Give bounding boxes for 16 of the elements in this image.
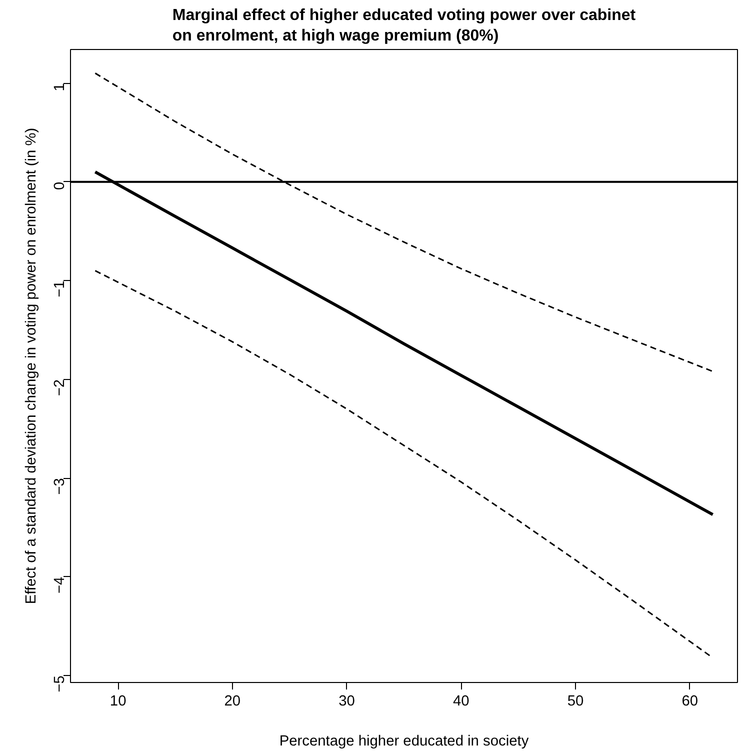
x-tick-label: 60: [682, 694, 698, 710]
y-tick-label: 1: [52, 83, 68, 92]
x-tick-label: 10: [110, 694, 126, 710]
x-tick-label: 20: [224, 694, 241, 710]
x-tick-label: 30: [338, 694, 355, 710]
y-tick-label: 0: [52, 182, 68, 190]
y-tick-label: −4: [52, 576, 68, 594]
y-tick-label: −2: [52, 379, 68, 396]
x-tick-label: 50: [567, 694, 584, 710]
y-tick-label: −1: [52, 280, 68, 298]
x-axis-title: Percentage higher educated in society: [279, 734, 530, 750]
y-axis-title: Effect of a standard deviation change in voting power on enrolment (in %): [24, 128, 40, 604]
x-tick-label: 40: [453, 694, 470, 710]
y-tick-label: −5: [52, 676, 68, 692]
chart-title: Marginal effect of higher educated voting power over cabinet on enrolment, at high wage premium (80%): [172, 7, 636, 44]
y-tick-label: −3: [52, 478, 68, 495]
